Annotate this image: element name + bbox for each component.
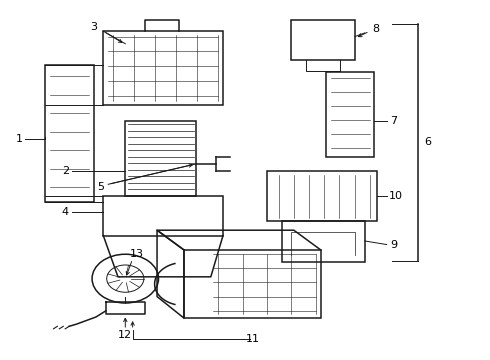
Text: 5: 5 [98, 182, 104, 192]
Text: 12: 12 [118, 330, 132, 340]
Text: 10: 10 [389, 191, 402, 201]
Text: 3: 3 [90, 22, 97, 32]
Bar [45, 65, 94, 202]
Bar [184, 250, 321, 318]
Text: 9: 9 [391, 240, 397, 250]
Text: 4: 4 [62, 207, 69, 217]
Text: 6: 6 [425, 138, 432, 147]
Text: 8: 8 [372, 24, 380, 34]
Bar [103, 31, 223, 105]
Text: 2: 2 [62, 166, 69, 176]
Text: 7: 7 [391, 116, 397, 126]
Text: 13: 13 [129, 249, 144, 259]
Bar [103, 196, 223, 235]
Text: 1: 1 [16, 134, 23, 144]
Bar [125, 121, 196, 196]
Bar [326, 72, 374, 157]
Bar [282, 221, 365, 262]
Bar [267, 171, 377, 221]
Bar [292, 21, 355, 60]
Text: 11: 11 [245, 333, 259, 343]
